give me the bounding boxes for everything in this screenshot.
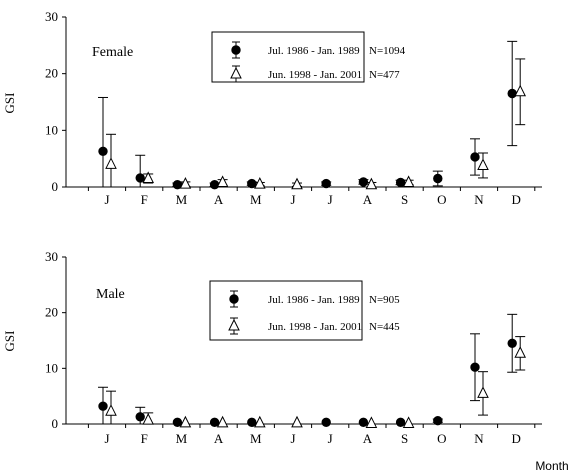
y-tick-label: 10 <box>45 122 58 137</box>
legend-series-name: Jul. 1986 - Jan. 1989 <box>268 45 360 57</box>
x-tick-label: J <box>328 192 333 207</box>
series-period-1998-2001 <box>105 58 527 190</box>
data-point <box>470 362 480 372</box>
data-point <box>253 415 266 428</box>
data-point <box>291 415 303 428</box>
legend-series-n: N=1094 <box>369 45 406 57</box>
y-tick-label: 20 <box>45 66 58 81</box>
data-point <box>514 84 527 97</box>
y-tick-label: 0 <box>52 179 59 194</box>
x-tick-label: S <box>401 431 408 446</box>
data-point <box>507 88 517 99</box>
data-point <box>321 178 331 189</box>
data-point <box>358 177 369 187</box>
legend-series-name: Jun. 1998 - Jan. 2001 <box>268 69 362 81</box>
panel-label: Male <box>96 287 125 302</box>
data-point <box>470 152 480 162</box>
data-point <box>142 412 155 425</box>
x-tick-label: J <box>290 431 295 446</box>
x-tick-label: O <box>437 431 446 446</box>
x-tick-label: A <box>214 431 224 446</box>
data-point <box>179 415 192 428</box>
legend-series-n: N=477 <box>369 69 400 81</box>
x-tick-label: J <box>328 431 333 446</box>
data-point <box>291 177 303 190</box>
data-point <box>253 177 266 189</box>
data-point <box>142 171 155 183</box>
series-period-1986-1989 <box>98 313 518 428</box>
data-point <box>209 417 220 428</box>
data-point <box>179 177 192 189</box>
x-tick-label: J <box>104 431 109 446</box>
data-point <box>247 178 257 189</box>
x-axis-title: Month <box>535 459 568 473</box>
legend: Jul. 1986 - Jan. 1989 N=1094 Jun. 1998 - J… <box>211 31 406 83</box>
data-point <box>365 416 378 428</box>
data-point <box>477 386 489 398</box>
x-tick-label: M <box>176 431 188 446</box>
x-tick-label: N <box>474 192 484 207</box>
data-point <box>395 177 406 188</box>
y-tick-label: 0 <box>52 416 59 431</box>
data-point <box>247 417 257 428</box>
data-point <box>358 417 369 428</box>
data-point <box>514 346 527 358</box>
legend-series-n: N=905 <box>369 294 400 306</box>
legend-series-n: N=445 <box>369 321 400 333</box>
x-tick-label: M <box>176 192 188 207</box>
legend-marker <box>231 45 241 55</box>
legend: Jul. 1986 - Jan. 1989 N=905 Jun. 1998 - Ja… <box>209 280 400 341</box>
data-point <box>172 417 183 428</box>
data-point <box>433 173 443 184</box>
x-tick-label: F <box>141 192 148 207</box>
x-tick-label: F <box>141 431 148 446</box>
y-axis-title: GSI <box>2 93 17 114</box>
y-tick-label: 30 <box>45 249 58 264</box>
data-point <box>321 417 331 428</box>
data-point <box>98 401 108 411</box>
data-point <box>507 338 517 348</box>
y-axis-title: GSI <box>2 331 17 352</box>
data-point <box>135 412 145 422</box>
data-point <box>365 177 378 190</box>
legend-marker <box>228 318 240 331</box>
x-tick-label: M <box>250 431 262 446</box>
data-point <box>105 404 117 416</box>
data-point <box>477 158 489 170</box>
data-point <box>209 180 220 190</box>
legend-series-name: Jul. 1986 - Jan. 1989 <box>268 294 360 306</box>
data-point <box>395 417 406 428</box>
x-tick-label: A <box>214 192 224 207</box>
y-tick-label: 10 <box>45 360 58 375</box>
legend-series-name: Jun. 1998 - Jan. 2001 <box>268 321 362 333</box>
x-tick-label: D <box>512 431 521 446</box>
x-tick-label: A <box>363 192 373 207</box>
data-point <box>433 415 443 426</box>
y-tick-label: 30 <box>45 9 58 24</box>
data-point <box>98 146 108 157</box>
data-point <box>216 415 229 428</box>
legend-marker <box>230 66 242 79</box>
x-tick-label: A <box>363 431 373 446</box>
data-point <box>402 416 415 428</box>
x-tick-label: D <box>512 192 521 207</box>
x-tick-label: J <box>290 192 295 207</box>
legend-marker <box>229 294 239 304</box>
data-point <box>402 175 415 187</box>
x-tick-label: M <box>250 192 262 207</box>
data-point <box>216 175 229 187</box>
chart-panel-female: 0 10 20 30 GSI J F M A M J J A S O N D Female Jul. 1986 - … <box>2 9 542 207</box>
chart-panel-male: 0 10 20 30 GSI J F M A M J J A S O N D Month Male Jul. 1986… <box>2 249 569 473</box>
series-period-1998-2001 <box>105 336 527 428</box>
x-tick-label: N <box>474 431 484 446</box>
y-tick-label: 20 <box>45 305 58 320</box>
data-point <box>135 173 145 183</box>
data-point <box>105 157 117 169</box>
x-tick-label: O <box>437 192 446 207</box>
x-tick-label: J <box>104 192 109 207</box>
panel-label: Female <box>92 45 133 60</box>
x-tick-label: S <box>401 192 408 207</box>
